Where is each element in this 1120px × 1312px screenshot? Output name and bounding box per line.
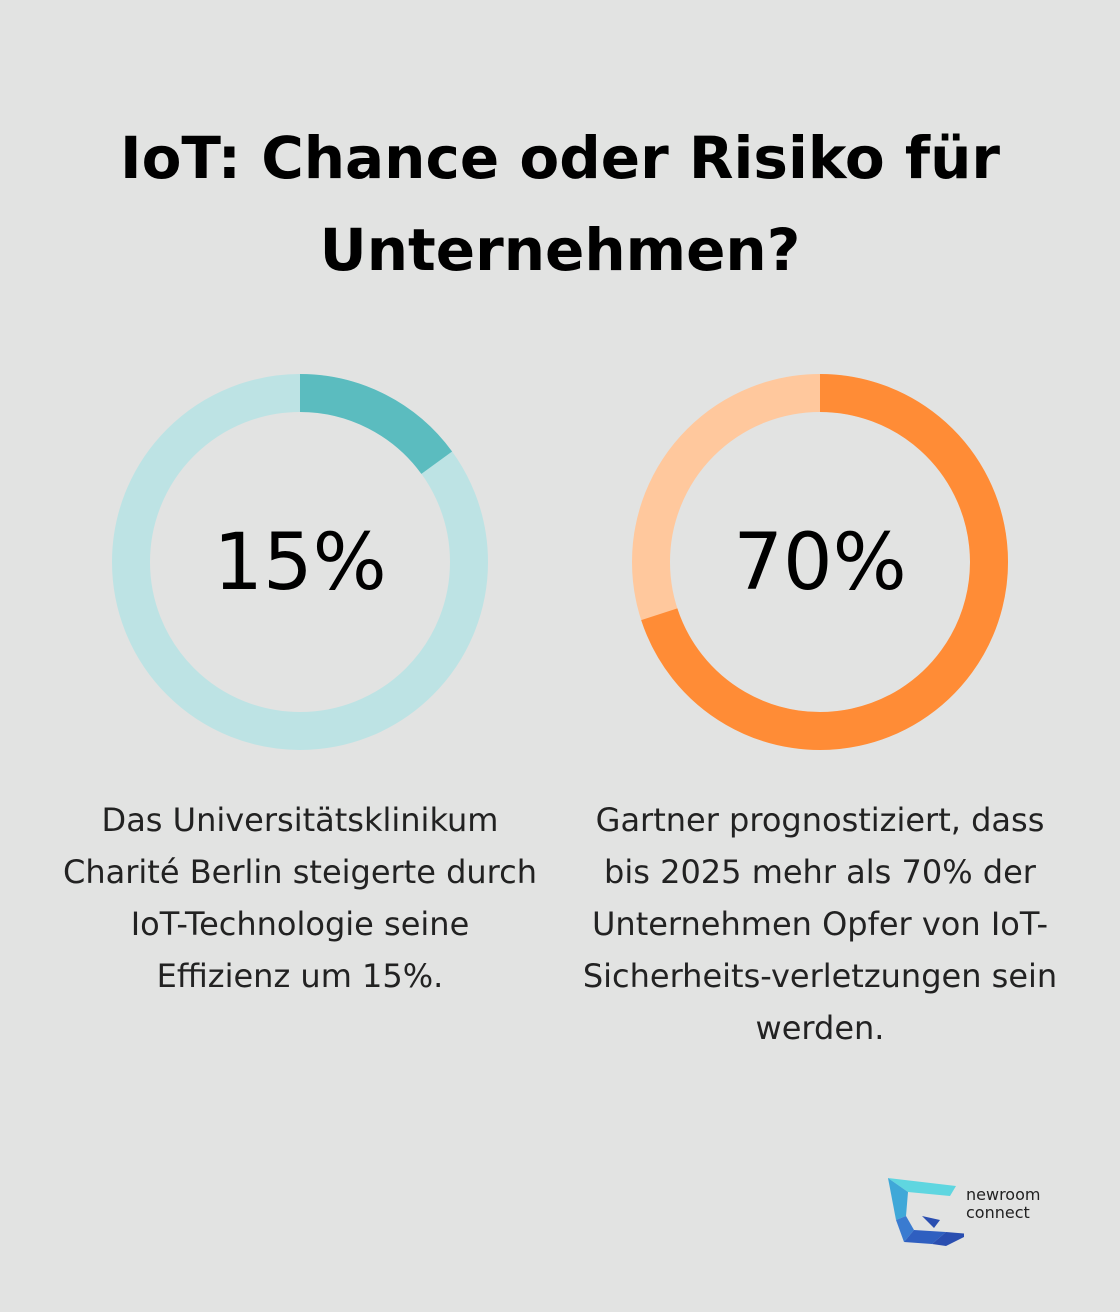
brand-logo: newroom connect <box>886 1176 1066 1248</box>
donut-chart: 70% <box>620 372 1020 762</box>
stat-value: 15% <box>213 518 387 608</box>
logo-line-2: connect <box>966 1203 1030 1222</box>
donut-value-arc <box>641 374 1008 750</box>
stat-efficiency: 15% Das Universitätsklinikum Charité Ber… <box>63 372 537 995</box>
stat-description: Gartner prognostiziert, dass bis 2025 me… <box>582 801 1058 1047</box>
donut-value-arc <box>299 374 453 475</box>
page-title: IoT: Chance oder Risiko für Unternehmen? <box>119 124 1001 284</box>
donut-svg <box>112 374 488 750</box>
donut-chart: 15% <box>100 372 500 762</box>
newroom-connect-logo-icon <box>888 1178 970 1246</box>
donut-svg <box>632 374 1008 750</box>
logo-line-1: newroom <box>966 1185 1041 1204</box>
stat-description: Das Universitätsklinikum Charité Berlin … <box>63 801 537 995</box>
logo-wordmark: newroom connect <box>966 1186 1040 1222</box>
stat-value: 70% <box>733 518 907 608</box>
stat-security-breaches: 70% Gartner prognostiziert, dass bis 202… <box>583 372 1057 1047</box>
